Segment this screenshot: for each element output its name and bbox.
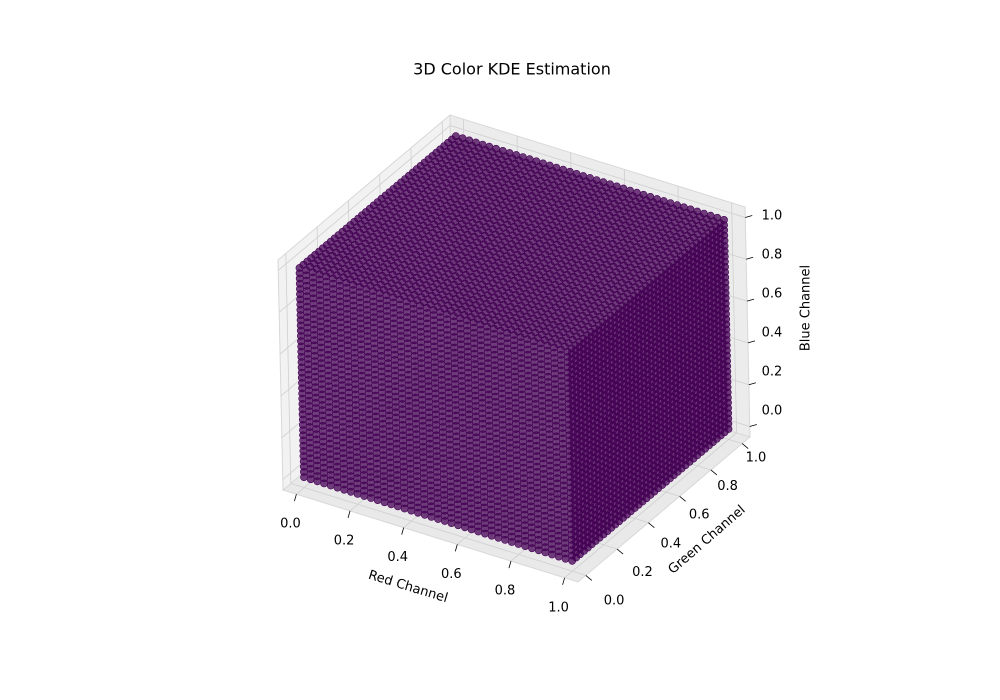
- y-tick-label: 0.2: [632, 565, 653, 580]
- point: [396, 295, 404, 304]
- point: [443, 310, 451, 318]
- grid-line: [731, 202, 737, 433]
- point: [523, 335, 532, 343]
- point: [308, 268, 317, 277]
- point: [342, 278, 351, 287]
- point: [429, 305, 438, 314]
- point: [536, 339, 545, 348]
- point: [456, 314, 465, 323]
- z-tick: [749, 424, 757, 427]
- z-tick-label: 0.0: [762, 404, 783, 419]
- z-tick-label: 0.4: [762, 326, 783, 341]
- point: [476, 320, 485, 329]
- y-tick-label: 0.0: [604, 593, 625, 608]
- x-tick-label: 0.4: [387, 550, 408, 565]
- y-tick: [616, 548, 624, 555]
- point: [557, 345, 565, 354]
- point: [409, 299, 418, 308]
- point: [516, 333, 525, 341]
- grid-line: [564, 432, 737, 579]
- point: [496, 326, 505, 335]
- x-tick-label: 0.2: [334, 533, 355, 548]
- y-tick: [648, 522, 655, 528]
- point: [369, 287, 378, 295]
- point: [469, 318, 478, 327]
- y-tick-label: 0.6: [689, 508, 710, 523]
- y-tick-label: 1.0: [746, 451, 767, 466]
- point: [483, 322, 492, 331]
- z-tick: [746, 298, 755, 302]
- x-tick-label: 0.6: [441, 567, 462, 582]
- x-tick: [508, 560, 512, 569]
- x-axis-label: Red Channel: [367, 568, 450, 606]
- z-tick: [745, 215, 753, 218]
- point: [355, 282, 364, 291]
- grid-line: [450, 125, 746, 218]
- y-tick: [741, 443, 749, 449]
- chart-title: 3D Color KDE Estimation: [413, 60, 611, 79]
- x-tick-label: 0.8: [495, 584, 516, 599]
- point: [402, 297, 411, 306]
- z-tick: [748, 382, 756, 386]
- point: [436, 308, 445, 316]
- y-tick: [710, 469, 718, 476]
- point: [329, 274, 337, 283]
- point: [563, 347, 572, 356]
- x-tick-label: 0.0: [280, 517, 301, 532]
- point: [295, 264, 304, 272]
- point: [362, 285, 371, 293]
- y-tick-label: 0.8: [717, 479, 738, 494]
- point: [543, 341, 552, 350]
- grid-line: [290, 483, 586, 576]
- x-tick: [454, 544, 458, 552]
- point: [550, 343, 559, 352]
- point: [335, 276, 344, 285]
- z-tick-label: 0.8: [762, 247, 783, 262]
- point: [349, 280, 357, 289]
- point: [382, 291, 391, 300]
- point: [302, 266, 311, 274]
- point: [503, 328, 512, 337]
- point: [489, 324, 498, 333]
- point: [422, 303, 431, 312]
- z-tick: [746, 256, 754, 260]
- y-tick: [585, 575, 593, 581]
- x-tick: [562, 577, 565, 585]
- point: [315, 270, 324, 279]
- y-tick-label: 0.4: [660, 536, 681, 551]
- point: [463, 316, 471, 325]
- y-tick: [679, 496, 686, 502]
- x-tick: [294, 494, 297, 502]
- z-tick-label: 0.2: [762, 365, 783, 380]
- point: [389, 293, 398, 302]
- z-tick-label: 1.0: [762, 208, 783, 223]
- point: [416, 301, 424, 310]
- x-tick: [347, 510, 351, 519]
- point: [530, 337, 538, 346]
- grid-line: [277, 125, 451, 271]
- x-tick: [401, 527, 405, 535]
- point: [449, 312, 458, 320]
- x-tick-label: 1.0: [548, 600, 569, 615]
- z-tick: [747, 340, 756, 344]
- point: [510, 331, 518, 339]
- z-tick-label: 0.6: [762, 286, 783, 301]
- grid-line: [285, 253, 292, 484]
- point: [322, 272, 331, 281]
- point: [375, 289, 384, 297]
